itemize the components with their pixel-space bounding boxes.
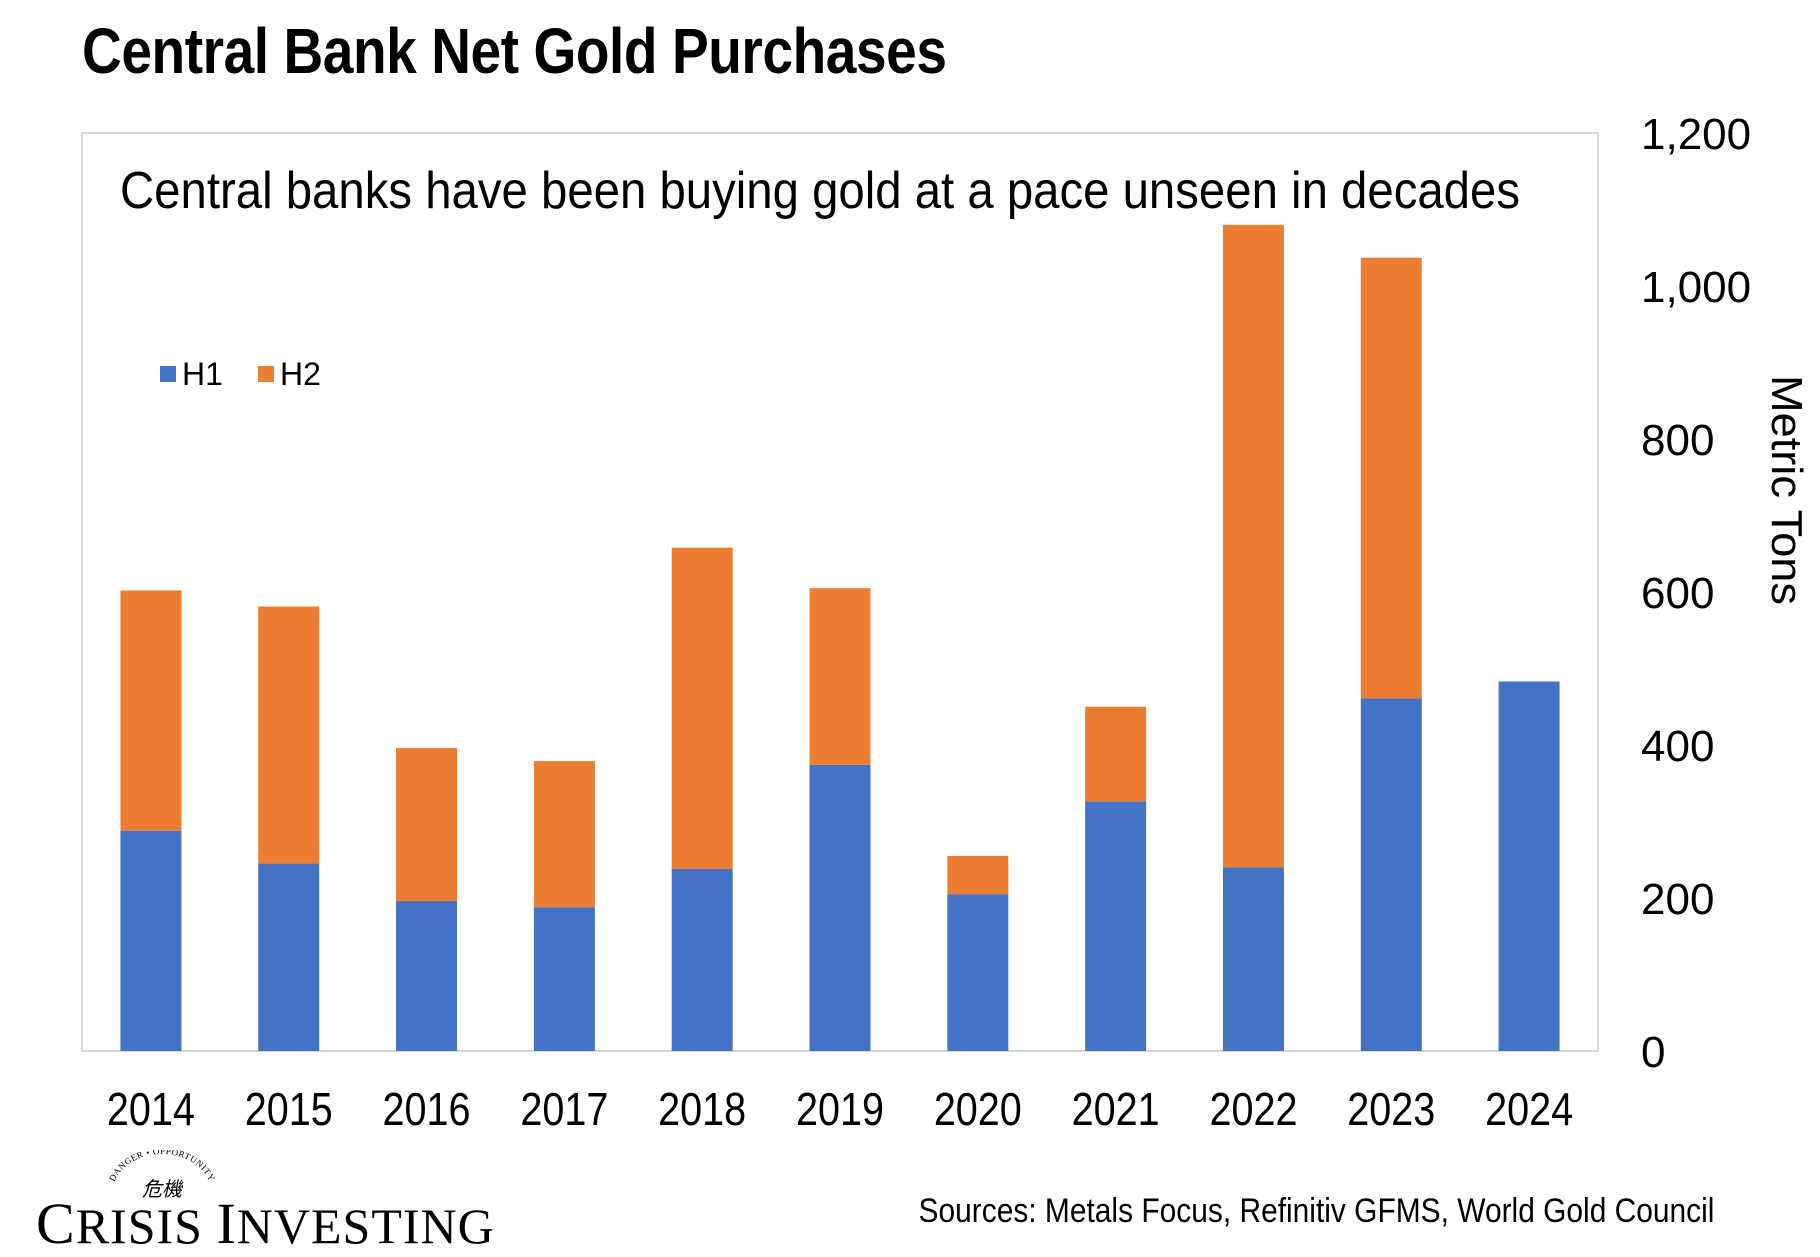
bar-h1-2020	[947, 894, 1009, 1051]
logo-emblem-icon: DANGER • OPPORTUNITY 危機	[107, 1150, 217, 1200]
legend-label-h2: H2	[280, 356, 321, 392]
y-axis-label: Metric Tons	[1762, 375, 1811, 605]
x-tick-label: 2022	[1209, 1083, 1297, 1135]
x-tick-label: 2016	[383, 1083, 471, 1135]
bar-group	[120, 224, 1560, 1051]
bar-h1-2016	[396, 901, 458, 1051]
bar-h1-2018	[671, 868, 733, 1051]
y-tick-label: 1,200	[1641, 110, 1751, 159]
x-tick-label: 2018	[658, 1083, 746, 1135]
x-axis-ticks: 2014 2015 2016 2017 2018 2019 2020 2021 2022 2023…	[107, 1083, 1573, 1135]
bar-h2-2022	[1222, 224, 1284, 868]
chart-annotation: Central banks have been buying gold at a…	[120, 162, 1520, 220]
legend: H1 H2	[160, 356, 321, 392]
logo-text: CRISIS INVESTING	[36, 1191, 495, 1256]
x-tick-label: 2023	[1347, 1083, 1435, 1135]
bar-h2-2023	[1360, 257, 1422, 699]
x-tick-label: 2021	[1072, 1083, 1160, 1135]
bar-h2-2015	[258, 606, 320, 864]
y-tick-label: 1,000	[1641, 263, 1751, 312]
x-tick-label: 2014	[107, 1083, 195, 1135]
x-tick-label: 2020	[934, 1083, 1022, 1135]
y-tick-label: 800	[1641, 416, 1714, 465]
legend-label-h1: H1	[182, 356, 223, 392]
y-axis-ticks: 0 200 400 600 800 1,000 1,200	[1641, 110, 1751, 1077]
crisis-investing-logo: DANGER • OPPORTUNITY 危機 CRISIS INVESTING	[30, 1150, 494, 1256]
bar-h1-2014	[120, 830, 182, 1051]
bar-h1-2021	[1085, 801, 1147, 1051]
bar-h2-2016	[396, 748, 458, 902]
bar-h2-2021	[1085, 706, 1147, 802]
y-tick-label: 400	[1641, 722, 1714, 771]
bar-h2-2018	[671, 547, 733, 869]
x-tick-label: 2024	[1485, 1083, 1573, 1135]
y-tick-label: 0	[1641, 1028, 1665, 1077]
bar-h2-2017	[533, 761, 595, 908]
bar-h2-2020	[947, 855, 1009, 895]
chart-title: Central Bank Net Gold Purchases	[82, 15, 947, 87]
bar-h1-2022	[1222, 867, 1284, 1051]
sources-note: Sources: Metals Focus, Refinitiv GFMS, W…	[918, 1192, 1714, 1230]
bar-h1-2019	[809, 764, 871, 1051]
x-tick-label: 2017	[520, 1083, 608, 1135]
bar-h2-2014	[120, 590, 182, 831]
y-tick-label: 200	[1641, 875, 1714, 924]
bar-h2-2019	[809, 588, 871, 765]
svg-text:危機: 危機	[142, 1177, 184, 1200]
legend-swatch-h1	[160, 366, 176, 382]
bar-h1-2024	[1498, 681, 1560, 1051]
bar-h1-2017	[533, 907, 595, 1051]
bar-h1-2023	[1360, 698, 1422, 1051]
y-tick-label: 600	[1641, 569, 1714, 618]
x-tick-label: 2019	[796, 1083, 884, 1135]
legend-swatch-h2	[258, 366, 274, 382]
x-tick-label: 2015	[245, 1083, 333, 1135]
bar-h1-2015	[258, 863, 320, 1051]
